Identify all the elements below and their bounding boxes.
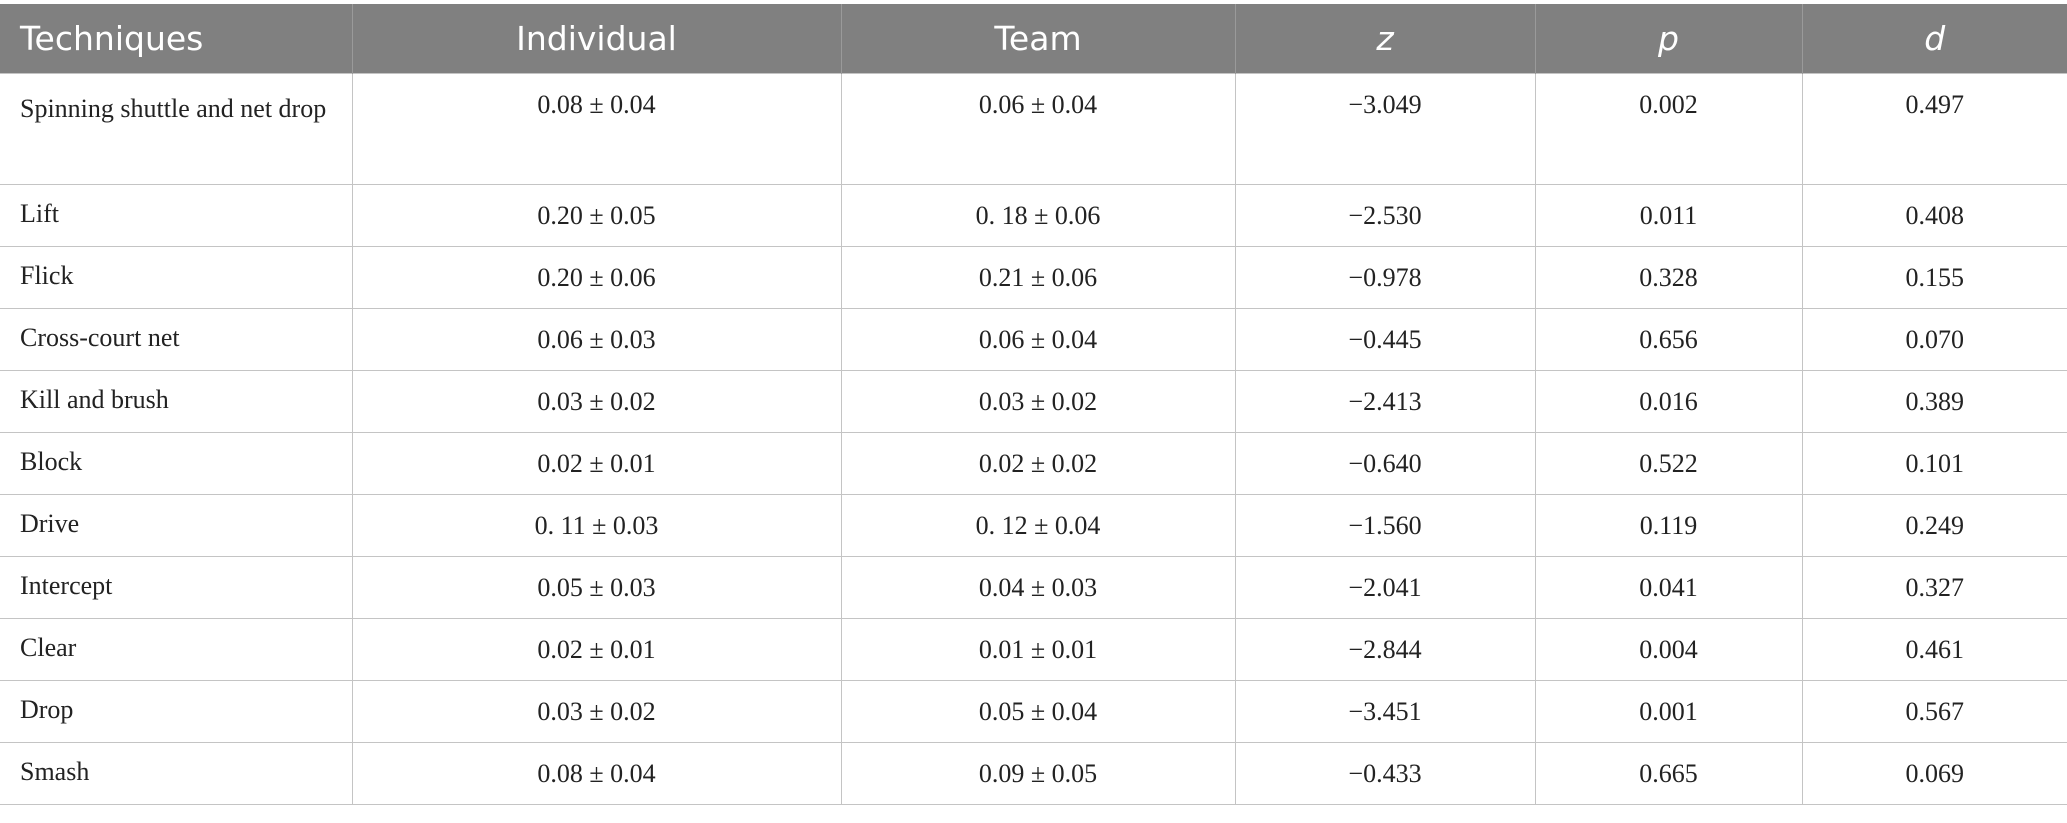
cell-p: 0.016 bbox=[1534, 369, 1803, 433]
cell-technique: Drive bbox=[0, 493, 353, 557]
table-row: Lift 0.20 ± 0.05 0. 18 ± 0.06 −2.530 0.0… bbox=[0, 183, 2067, 247]
cell-team: 0.01 ± 0.01 bbox=[840, 617, 1236, 681]
cell-d: 0.327 bbox=[1801, 555, 2067, 619]
table-row: Clear 0.02 ± 0.01 0.01 ± 0.01 −2.844 0.0… bbox=[0, 617, 2067, 681]
cell-team: 0.06 ± 0.04 bbox=[840, 307, 1236, 371]
cell-d: 0.070 bbox=[1801, 307, 2067, 371]
cell-d: 0.461 bbox=[1801, 617, 2067, 681]
header-p: p bbox=[1534, 4, 1802, 73]
table-row: Spinning shuttle and net drop 0.08 ± 0.0… bbox=[0, 72, 2067, 185]
header-team: Team bbox=[840, 4, 1235, 73]
cell-z: −3.049 bbox=[1234, 72, 1536, 185]
cell-team: 0. 12 ± 0.04 bbox=[840, 493, 1236, 557]
cell-z: −0.978 bbox=[1234, 245, 1536, 309]
cell-z: −2.844 bbox=[1234, 617, 1536, 681]
cell-d: 0.101 bbox=[1801, 431, 2067, 495]
cell-individual: 0.08 ± 0.04 bbox=[351, 741, 842, 805]
table-row: Block 0.02 ± 0.01 0.02 ± 0.02 −0.640 0.5… bbox=[0, 431, 2067, 495]
cell-team: 0.04 ± 0.03 bbox=[840, 555, 1236, 619]
header-d: d bbox=[1801, 4, 2067, 73]
cell-individual: 0. 11 ± 0.03 bbox=[351, 493, 842, 557]
cell-p: 0.004 bbox=[1534, 617, 1803, 681]
cell-p: 0.011 bbox=[1534, 183, 1803, 247]
header-row: Techniques Individual Team z p d bbox=[0, 4, 2067, 73]
table-row: Smash 0.08 ± 0.04 0.09 ± 0.05 −0.433 0.6… bbox=[0, 741, 2067, 805]
cell-technique: Kill and brush bbox=[0, 369, 353, 433]
cell-d: 0.497 bbox=[1801, 72, 2067, 185]
table-row: Cross-court net 0.06 ± 0.03 0.06 ± 0.04 … bbox=[0, 307, 2067, 371]
cell-p: 0.119 bbox=[1534, 493, 1803, 557]
cell-p: 0.665 bbox=[1534, 741, 1803, 805]
cell-team: 0.06 ± 0.04 bbox=[840, 72, 1236, 185]
cell-d: 0.567 bbox=[1801, 679, 2067, 743]
cell-team: 0.21 ± 0.06 bbox=[840, 245, 1236, 309]
techniques-comparison-table: Techniques Individual Team z p d Spinnin… bbox=[0, 4, 2067, 805]
cell-z: −0.445 bbox=[1234, 307, 1536, 371]
table-row: Drop 0.03 ± 0.02 0.05 ± 0.04 −3.451 0.00… bbox=[0, 679, 2067, 743]
table-header: Techniques Individual Team z p d bbox=[0, 4, 2067, 73]
cell-technique: Spinning shuttle and net drop bbox=[0, 72, 353, 185]
cell-d: 0.408 bbox=[1801, 183, 2067, 247]
header-z: z bbox=[1234, 4, 1535, 73]
cell-d: 0.389 bbox=[1801, 369, 2067, 433]
table-row: Flick 0.20 ± 0.06 0.21 ± 0.06 −0.978 0.3… bbox=[0, 245, 2067, 309]
cell-d: 0.249 bbox=[1801, 493, 2067, 557]
cell-team: 0.05 ± 0.04 bbox=[840, 679, 1236, 743]
table-row: Kill and brush 0.03 ± 0.02 0.03 ± 0.02 −… bbox=[0, 369, 2067, 433]
cell-team: 0. 18 ± 0.06 bbox=[840, 183, 1236, 247]
cell-d: 0.069 bbox=[1801, 741, 2067, 805]
cell-individual: 0.20 ± 0.05 bbox=[351, 183, 842, 247]
cell-d: 0.155 bbox=[1801, 245, 2067, 309]
cell-technique: Lift bbox=[0, 183, 353, 247]
cell-individual: 0.06 ± 0.03 bbox=[351, 307, 842, 371]
cell-technique: Smash bbox=[0, 741, 353, 805]
table-body: Spinning shuttle and net drop 0.08 ± 0.0… bbox=[0, 72, 2067, 805]
cell-technique: Cross-court net bbox=[0, 307, 353, 371]
table-row: Intercept 0.05 ± 0.03 0.04 ± 0.03 −2.041… bbox=[0, 555, 2067, 619]
table-row: Drive 0. 11 ± 0.03 0. 12 ± 0.04 −1.560 0… bbox=[0, 493, 2067, 557]
cell-p: 0.002 bbox=[1534, 72, 1803, 185]
header-techniques: Techniques bbox=[0, 4, 352, 73]
cell-z: −3.451 bbox=[1234, 679, 1536, 743]
cell-z: −0.640 bbox=[1234, 431, 1536, 495]
cell-p: 0.656 bbox=[1534, 307, 1803, 371]
cell-individual: 0.05 ± 0.03 bbox=[351, 555, 842, 619]
cell-technique: Clear bbox=[0, 617, 353, 681]
cell-z: −0.433 bbox=[1234, 741, 1536, 805]
cell-p: 0.522 bbox=[1534, 431, 1803, 495]
cell-team: 0.09 ± 0.05 bbox=[840, 741, 1236, 805]
cell-technique: Block bbox=[0, 431, 353, 495]
cell-p: 0.041 bbox=[1534, 555, 1803, 619]
cell-individual: 0.03 ± 0.02 bbox=[351, 679, 842, 743]
cell-individual: 0.03 ± 0.02 bbox=[351, 369, 842, 433]
cell-individual: 0.08 ± 0.04 bbox=[351, 72, 842, 185]
cell-individual: 0.20 ± 0.06 bbox=[351, 245, 842, 309]
cell-team: 0.03 ± 0.02 bbox=[840, 369, 1236, 433]
cell-technique: Flick bbox=[0, 245, 353, 309]
cell-individual: 0.02 ± 0.01 bbox=[351, 617, 842, 681]
cell-z: −2.413 bbox=[1234, 369, 1536, 433]
cell-p: 0.001 bbox=[1534, 679, 1803, 743]
cell-z: −1.560 bbox=[1234, 493, 1536, 557]
cell-technique: Drop bbox=[0, 679, 353, 743]
cell-individual: 0.02 ± 0.01 bbox=[351, 431, 842, 495]
header-individual: Individual bbox=[351, 4, 841, 73]
cell-p: 0.328 bbox=[1534, 245, 1803, 309]
cell-technique: Intercept bbox=[0, 555, 353, 619]
cell-team: 0.02 ± 0.02 bbox=[840, 431, 1236, 495]
cell-z: −2.530 bbox=[1234, 183, 1536, 247]
cell-z: −2.041 bbox=[1234, 555, 1536, 619]
statistics-table-container: Techniques Individual Team z p d Spinnin… bbox=[0, 4, 2067, 805]
